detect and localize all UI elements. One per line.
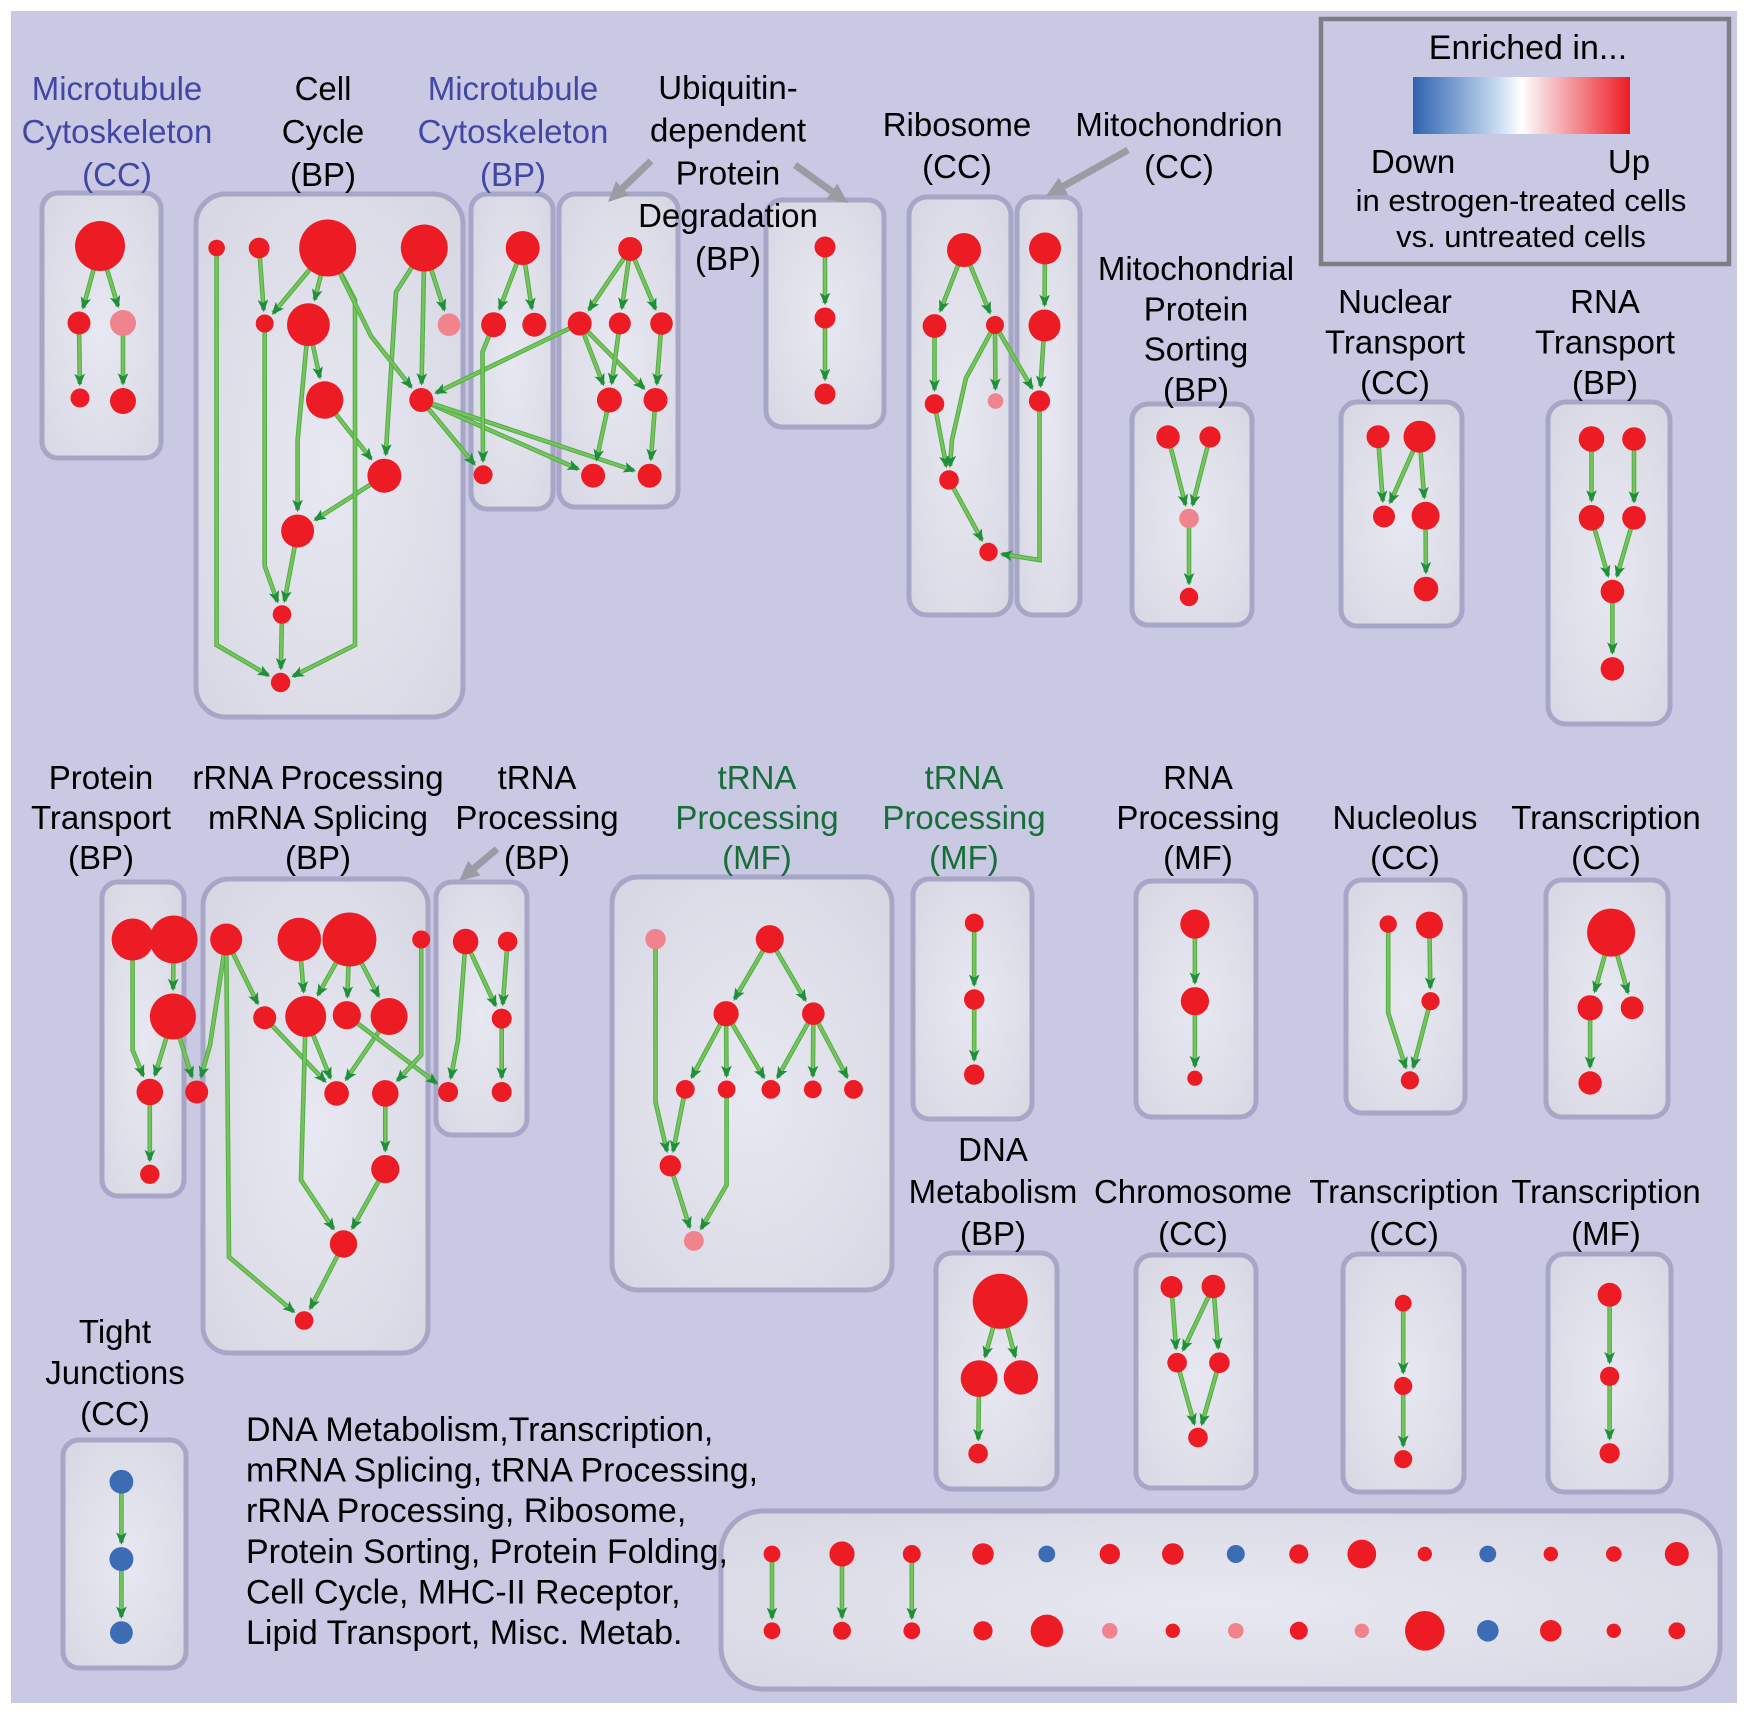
svg-text:mRNA Splicing: mRNA Splicing <box>208 799 428 836</box>
svg-text:Transcription: Transcription <box>1309 1173 1499 1210</box>
svg-text:Nuclear: Nuclear <box>1338 283 1452 320</box>
svg-text:(CC): (CC) <box>1571 839 1641 876</box>
svg-text:Cycle: Cycle <box>282 113 365 150</box>
svg-text:tRNA: tRNA <box>925 759 1004 796</box>
svg-text:Microtubule: Microtubule <box>428 70 599 107</box>
svg-text:tRNA: tRNA <box>498 759 577 796</box>
svg-text:Ubiquitin-: Ubiquitin- <box>658 69 797 106</box>
svg-text:RNA: RNA <box>1163 759 1233 796</box>
svg-text:tRNA: tRNA <box>718 759 797 796</box>
svg-text:(BP): (BP) <box>290 156 356 193</box>
svg-text:Mitochondrial: Mitochondrial <box>1098 250 1294 287</box>
svg-text:(CC): (CC) <box>80 1395 150 1432</box>
svg-text:Cytoskeleton: Cytoskeleton <box>418 113 609 150</box>
svg-text:Cytoskeleton: Cytoskeleton <box>22 113 213 150</box>
svg-text:(BP): (BP) <box>480 156 546 193</box>
svg-text:Cell: Cell <box>295 70 352 107</box>
svg-text:RNA: RNA <box>1570 283 1640 320</box>
svg-text:(CC): (CC) <box>922 148 992 185</box>
svg-text:Processing: Processing <box>455 799 618 836</box>
svg-text:Enriched in...: Enriched in... <box>1429 29 1627 67</box>
svg-text:Protein: Protein <box>1144 290 1249 327</box>
svg-text:Metabolism: Metabolism <box>909 1173 1078 1210</box>
svg-text:rRNA Processing: rRNA Processing <box>192 759 443 796</box>
svg-text:Sorting: Sorting <box>1144 331 1249 368</box>
svg-text:Ribosome: Ribosome <box>883 106 1032 143</box>
svg-text:(BP): (BP) <box>1163 371 1229 408</box>
svg-text:Junctions: Junctions <box>45 1354 184 1391</box>
svg-text:Mitochondrion: Mitochondrion <box>1075 106 1282 143</box>
svg-text:Down: Down <box>1371 143 1455 180</box>
svg-text:(BP): (BP) <box>960 1215 1026 1252</box>
svg-text:vs. untreated cells: vs. untreated cells <box>1396 219 1646 254</box>
svg-text:(BP): (BP) <box>695 240 761 277</box>
svg-text:Nucleolus: Nucleolus <box>1333 799 1478 836</box>
svg-text:(BP): (BP) <box>1572 364 1638 401</box>
svg-text:(BP): (BP) <box>68 839 134 876</box>
svg-text:(MF): (MF) <box>1571 1215 1641 1252</box>
svg-text:Protein: Protein <box>676 154 781 191</box>
svg-text:DNA: DNA <box>958 1131 1028 1168</box>
svg-text:Microtubule: Microtubule <box>32 70 203 107</box>
svg-text:Protein: Protein <box>49 759 154 796</box>
svg-text:Cell Cycle, MHC-II Receptor,: Cell Cycle, MHC-II Receptor, <box>246 1573 681 1611</box>
svg-text:Processing: Processing <box>1116 799 1279 836</box>
svg-text:Protein Sorting, Protein Foldi: Protein Sorting, Protein Folding, <box>246 1533 728 1571</box>
svg-text:Lipid Transport, Misc. Metab.: Lipid Transport, Misc. Metab. <box>246 1614 683 1652</box>
svg-text:(CC): (CC) <box>82 156 152 193</box>
svg-text:Up: Up <box>1608 143 1650 180</box>
svg-text:(BP): (BP) <box>504 839 570 876</box>
svg-text:Transport: Transport <box>31 799 171 836</box>
svg-text:dependent: dependent <box>650 112 806 149</box>
svg-text:Transport: Transport <box>1325 323 1465 360</box>
svg-text:(MF): (MF) <box>722 839 792 876</box>
svg-text:(CC): (CC) <box>1144 148 1214 185</box>
svg-text:Processing: Processing <box>882 799 1045 836</box>
svg-text:(CC): (CC) <box>1158 1215 1228 1252</box>
svg-text:Processing: Processing <box>675 799 838 836</box>
svg-text:(MF): (MF) <box>1163 839 1233 876</box>
svg-text:(MF): (MF) <box>929 839 999 876</box>
svg-text:rRNA Processing, Ribosome,: rRNA Processing, Ribosome, <box>246 1492 686 1530</box>
svg-text:Chromosome: Chromosome <box>1094 1173 1292 1210</box>
svg-text:Transport: Transport <box>1535 323 1675 360</box>
svg-text:Degradation: Degradation <box>638 197 818 234</box>
svg-text:Transcription: Transcription <box>1511 799 1701 836</box>
svg-text:(CC): (CC) <box>1370 839 1440 876</box>
svg-text:(BP): (BP) <box>285 839 351 876</box>
svg-text:in estrogen-treated cells: in estrogen-treated cells <box>1356 183 1687 218</box>
svg-text:Transcription: Transcription <box>1511 1173 1701 1210</box>
svg-text:DNA Metabolism,Transcription,: DNA Metabolism,Transcription, <box>246 1411 713 1449</box>
svg-text:Tight: Tight <box>79 1313 151 1350</box>
svg-text:(CC): (CC) <box>1360 364 1430 401</box>
svg-text:mRNA Splicing, tRNA Processing: mRNA Splicing, tRNA Processing, <box>246 1452 758 1490</box>
svg-text:(CC): (CC) <box>1369 1215 1439 1252</box>
